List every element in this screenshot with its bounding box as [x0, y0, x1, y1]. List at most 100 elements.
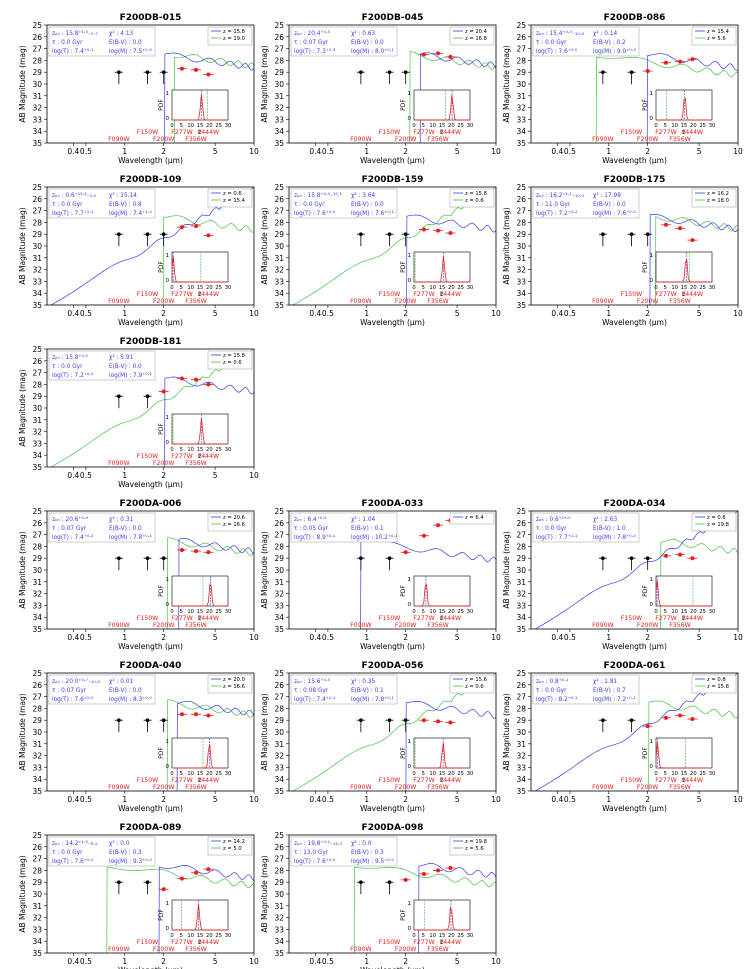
- inset-frame: [171, 899, 229, 931]
- y-tick-label: 27: [274, 855, 284, 864]
- inset-x-tick-label: 10: [187, 771, 194, 777]
- upper-limit-marker: [387, 880, 392, 884]
- filter-label: F090W: [108, 460, 130, 467]
- x-tick-label: 1: [606, 795, 611, 804]
- info-logM: log(M) : 7.8⁺⁰·⁰: [593, 534, 636, 541]
- x-tick-label: 0.5: [564, 795, 576, 804]
- legend-label: z = 16.2: [707, 191, 729, 197]
- y-tick-label: 32: [516, 590, 526, 599]
- y-tick-label: 35: [274, 139, 284, 148]
- info-logM: log(M) : 7.8⁺⁰·¹: [351, 696, 394, 703]
- y-tick-label: 33: [274, 601, 284, 610]
- y-tick-label: 25: [32, 21, 42, 30]
- inset-x-tick-label: 25: [699, 609, 706, 615]
- filter-label: F356W: [185, 784, 207, 791]
- panel-title: F200DB-181: [120, 337, 182, 347]
- legend-box: [449, 674, 495, 694]
- inset-x-tick-label: 25: [215, 771, 222, 777]
- photometry-point: [206, 713, 211, 718]
- y-axis-label: AB Magnitude (mag): [260, 207, 269, 284]
- filter-label: F277W: [171, 615, 193, 622]
- legend-label: z = 16.6: [223, 684, 245, 690]
- y-tick-label: 34: [32, 451, 42, 460]
- x-tick-label: 5: [697, 633, 702, 642]
- inset-frame: [171, 575, 229, 607]
- y-tick-label: 30: [32, 80, 42, 89]
- inset-x-tick-label: 0: [654, 285, 657, 291]
- x-tick-label: 0.5: [564, 147, 576, 156]
- inset-x-tick-label: 25: [457, 123, 464, 129]
- y-tick-label: 30: [516, 728, 526, 737]
- photometry-point: [179, 225, 184, 230]
- info-logM: log(M) : 8.3⁺⁰·⁰: [109, 696, 152, 703]
- filter-label: F356W: [427, 298, 449, 305]
- inset-x-tick-label: 15: [197, 285, 204, 291]
- y-tick-label: 28: [32, 218, 42, 227]
- y-tick-label: 33: [274, 277, 284, 286]
- legend-label: z = 15.4: [707, 29, 730, 35]
- filter-label: F200W: [395, 136, 417, 143]
- inset-x-tick-label: 10: [671, 123, 678, 129]
- info-chi2: χ² : 1.04: [351, 516, 376, 523]
- inset-x-tick-label: 20: [206, 285, 213, 291]
- inset-x-tick-label: 5: [422, 285, 425, 291]
- info-tau: τ : 0.07 Gyr: [52, 688, 87, 694]
- y-tick-label: 31: [32, 578, 42, 587]
- x-axis-label: Wavelength (μm): [360, 966, 425, 969]
- upper-limit-marker: [403, 232, 408, 236]
- filter-label: F277W: [413, 129, 435, 136]
- inset-x-tick-label: 20: [448, 285, 455, 291]
- inset-x-tick-label: 0: [412, 933, 415, 939]
- y-tick-label: 35: [32, 463, 42, 472]
- x-tick-label: 10: [491, 147, 501, 156]
- filter-label: F444W: [198, 939, 220, 946]
- y-tick-label: 33: [516, 277, 526, 286]
- upper-limit-marker: [387, 556, 392, 560]
- secondary-model-curve: [166, 537, 254, 629]
- inset-y-tick-label: 0: [408, 764, 412, 770]
- filter-label: F200W: [637, 136, 659, 143]
- x-tick-label: 1: [364, 633, 369, 642]
- photometry-point: [448, 231, 453, 236]
- photometry-point: [194, 712, 199, 717]
- secondary-model-curve: [648, 700, 738, 791]
- inset-x-tick-label: 20: [690, 123, 697, 129]
- y-tick-label: 25: [32, 183, 42, 192]
- y-axis-label: AB Magnitude (mag): [260, 531, 269, 608]
- filter-label: F356W: [185, 460, 207, 467]
- filter-label: F444W: [440, 939, 462, 946]
- y-tick-label: 27: [516, 531, 526, 540]
- photometry-point: [436, 228, 441, 233]
- inset-x-tick-label: 10: [429, 123, 436, 129]
- y-tick-label: 25: [274, 669, 284, 678]
- y-tick-label: 31: [516, 92, 526, 101]
- y-axis-label: AB Magnitude (mag): [18, 693, 27, 770]
- y-tick-label: 35: [32, 139, 42, 148]
- info-box: [532, 512, 640, 543]
- y-tick-label: 30: [32, 728, 42, 737]
- info-logT: log(T) : 7.2⁺⁰·²: [52, 372, 93, 379]
- upper-limit-marker: [645, 232, 650, 236]
- inset-x-tick-label: 10: [429, 609, 436, 615]
- inset-pdf-curve: [172, 744, 228, 769]
- legend-label: z = 16.8: [465, 36, 487, 42]
- photometry-point: [448, 720, 453, 725]
- photometry-point: [678, 226, 683, 231]
- info-logM: log(M) : 7.5⁺⁰·⁴: [109, 48, 152, 55]
- y-tick-label: 32: [274, 590, 284, 599]
- inset-pdf-curve: [172, 583, 228, 607]
- inset-x-tick-label: 0: [170, 609, 173, 615]
- y-axis-label: AB Magnitude (mag): [502, 207, 511, 284]
- x-tick-label: 10: [249, 309, 259, 318]
- info-ebv: E(B-V) : 0.7: [593, 688, 626, 694]
- inset-y-axis-label: PDF: [158, 585, 165, 597]
- y-tick-label: 29: [32, 716, 42, 725]
- inset-y-axis-label: PDF: [158, 423, 165, 435]
- x-tick-label: 0.4: [309, 957, 321, 966]
- upper-limit-marker: [359, 880, 363, 884]
- upper-limit-marker: [629, 718, 634, 722]
- photometry-point: [179, 66, 184, 71]
